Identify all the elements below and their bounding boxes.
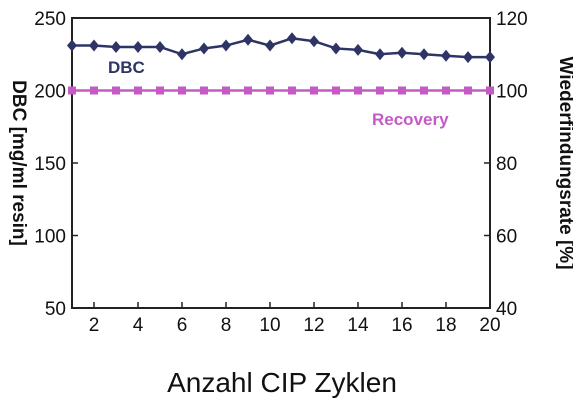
dbc-point [89,39,99,52]
right-y-tick-label: 120 [496,9,528,30]
x-tick-label: 20 [479,315,500,336]
dbc-point [155,41,165,53]
right-y-tick-label: 60 [496,227,517,248]
dbc-point [397,46,407,59]
recovery-point [90,86,98,95]
dbc-point [441,49,451,62]
x-axis-title: Anzahl CIP Zyklen [167,367,397,398]
recovery-point [266,86,274,95]
recovery-point [442,86,450,95]
dbc-point [485,51,495,64]
dbc-point [353,43,363,56]
left-axis-title: DBC [mg/ml resin] [8,80,29,246]
x-tick-label: 12 [303,315,324,336]
recovery-point [112,86,120,95]
dbc-point [265,39,275,52]
dbc-point [419,48,429,61]
recovery-point [354,86,362,95]
left-y-axis: 50 100 150 200 250 [34,9,78,320]
dbc-point [375,48,385,61]
recovery-point [156,86,164,95]
recovery-point [332,86,340,95]
dbc-point [199,42,209,55]
x-tick-label: 4 [133,315,144,336]
recovery-point [222,86,230,95]
series-layer [67,32,495,95]
recovery-point [288,86,296,95]
right-y-axis: 40 60 80 100 120 [484,9,528,320]
dbc-point [221,39,231,52]
x-tick-label: 18 [435,315,456,336]
x-tick-label: 10 [259,315,280,336]
x-tick-label: 6 [177,315,188,336]
recovery-point [134,86,142,95]
right-y-tick-label: 80 [496,154,517,175]
x-tick-label: 16 [391,315,412,336]
recovery-point [376,86,384,95]
dbc-point [243,33,253,46]
recovery-point [398,86,406,95]
dbc-point [67,39,77,52]
recovery-point [68,86,76,95]
recovery-point [464,86,472,95]
dbc-point [177,48,187,61]
recovery-point [310,86,318,95]
dbc-series-label: DBC [108,58,145,77]
left-y-tick-label: 150 [34,154,66,175]
x-axis: 2 4 6 8 10 12 14 16 18 20 [89,302,501,336]
x-tick-label: 14 [347,315,369,336]
right-y-tick-label: 100 [496,82,528,103]
left-y-tick-label: 100 [34,227,66,248]
left-y-tick-label: 200 [34,82,66,103]
dbc-point [331,42,341,55]
recovery-point [420,86,428,95]
recovery-series-label: Recovery [372,110,449,129]
dbc-point [309,35,319,48]
dbc-point [111,41,121,53]
dbc-point [287,32,297,45]
x-tick-label: 8 [221,315,232,336]
left-y-tick-label: 50 [45,299,66,320]
recovery-point [178,86,186,95]
recovery-point [200,86,208,95]
dbc-point [133,41,143,53]
left-y-tick-label: 250 [34,9,66,30]
dbc-point [463,51,473,64]
x-tick-label: 2 [89,315,100,336]
recovery-point [244,86,252,95]
right-axis-title: Wiederfindungsrate [%] [555,56,573,269]
right-y-tick-label: 40 [496,299,517,320]
recovery-point [486,86,494,95]
